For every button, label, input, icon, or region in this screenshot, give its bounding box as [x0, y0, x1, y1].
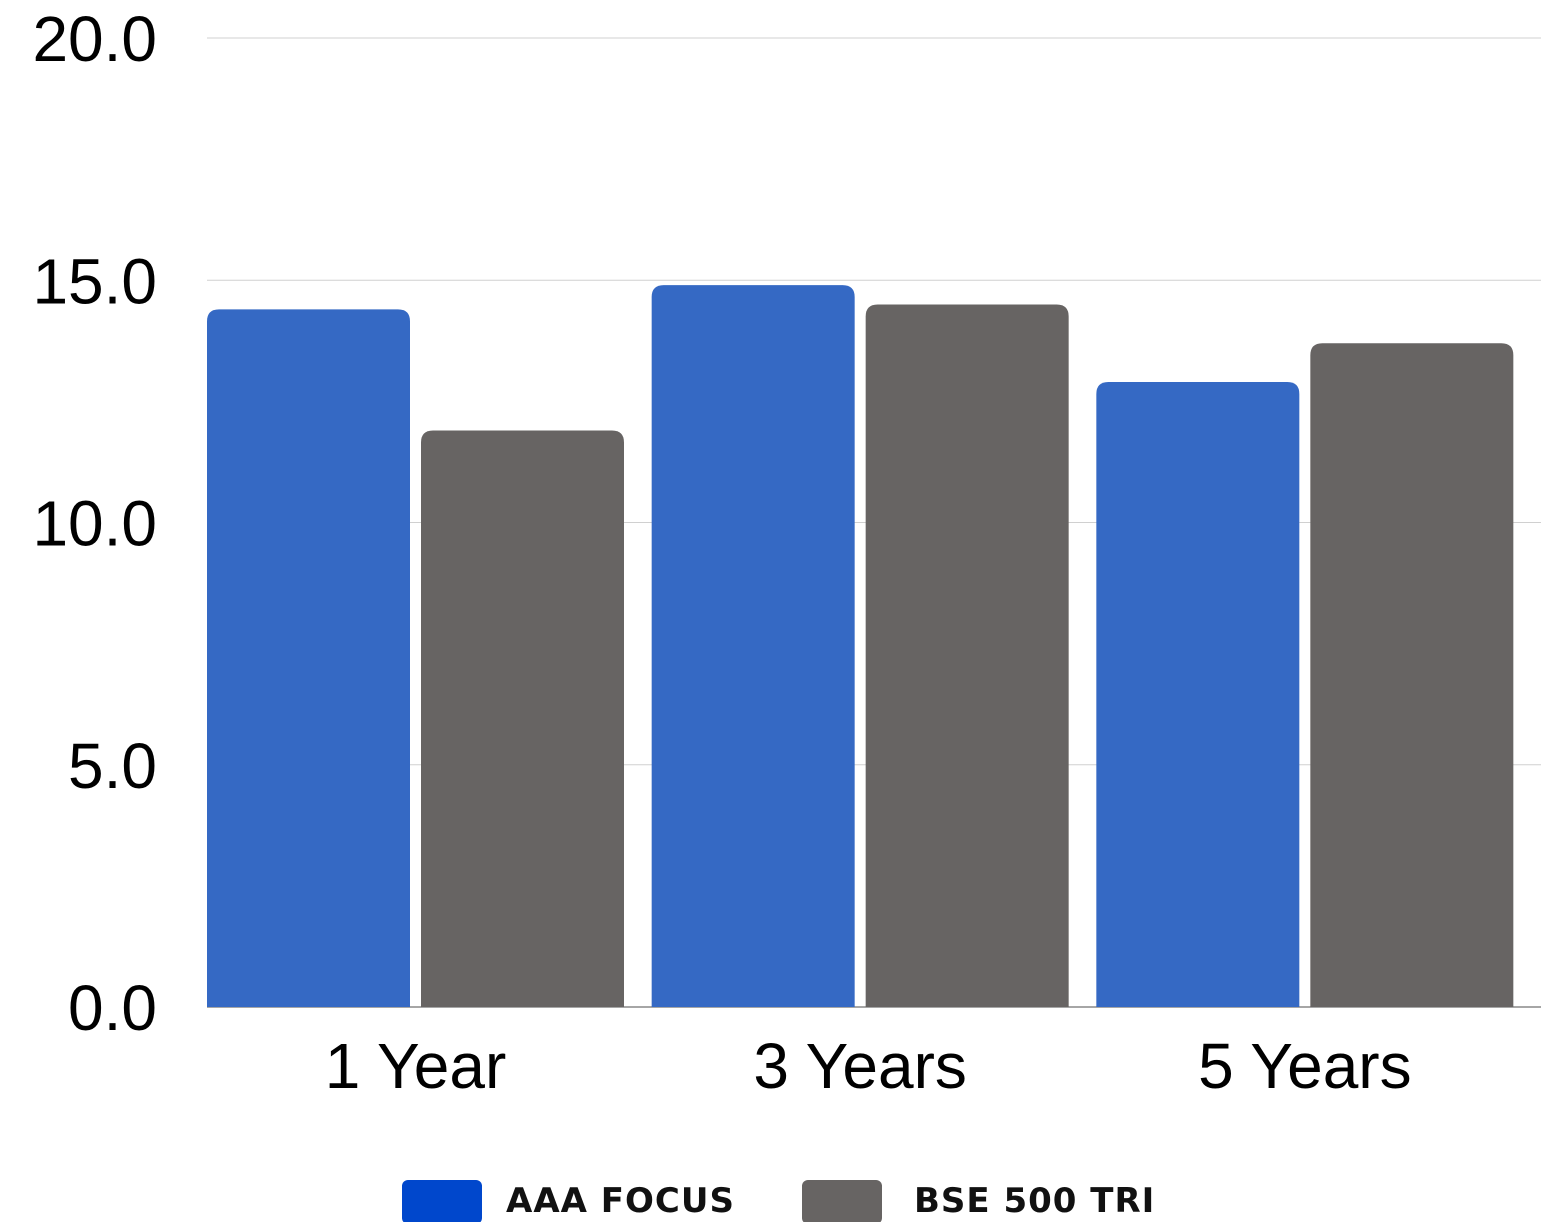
legend-label-bse-500-tri: BSE 500 TRI	[914, 1181, 1156, 1221]
bar-bse-500-tri	[1310, 343, 1514, 1007]
legend-swatch-bse-500-tri	[802, 1180, 882, 1222]
bar-aaa-focus	[1096, 381, 1300, 1007]
bars	[207, 285, 1514, 1008]
legend-swatch-aaa-focus	[402, 1180, 482, 1222]
bar-bse-500-tri	[865, 304, 1069, 1008]
x-tick-label: 5 Years	[1198, 1030, 1412, 1102]
legend-item-aaa-focus: AAA FOCUS	[402, 1180, 735, 1222]
y-tick-label: 0.0	[68, 972, 157, 1044]
x-tick-label: 3 Years	[753, 1030, 967, 1102]
legend-item-bse-500-tri: BSE 500 TRI	[802, 1180, 1155, 1222]
legend-label-aaa-focus: AAA FOCUS	[506, 1181, 735, 1221]
bar-aaa-focus	[651, 285, 855, 1008]
x-tick-label: 1 Year	[325, 1030, 507, 1102]
y-tick-label: 10.0	[32, 488, 157, 560]
bar-aaa-focus	[207, 309, 410, 1007]
y-tick-label: 5.0	[68, 730, 157, 802]
axes: 0.0 5.0 10.0 15.0 20.0 1 Year 3 Years 5 Years	[32, 3, 1411, 1102]
bar-bse-500-tri	[421, 430, 624, 1007]
y-tick-label: 20.0	[32, 3, 157, 75]
legend: AAA FOCUS BSE 500 TRI	[0, 1180, 1541, 1222]
y-tick-label: 15.0	[32, 245, 157, 317]
